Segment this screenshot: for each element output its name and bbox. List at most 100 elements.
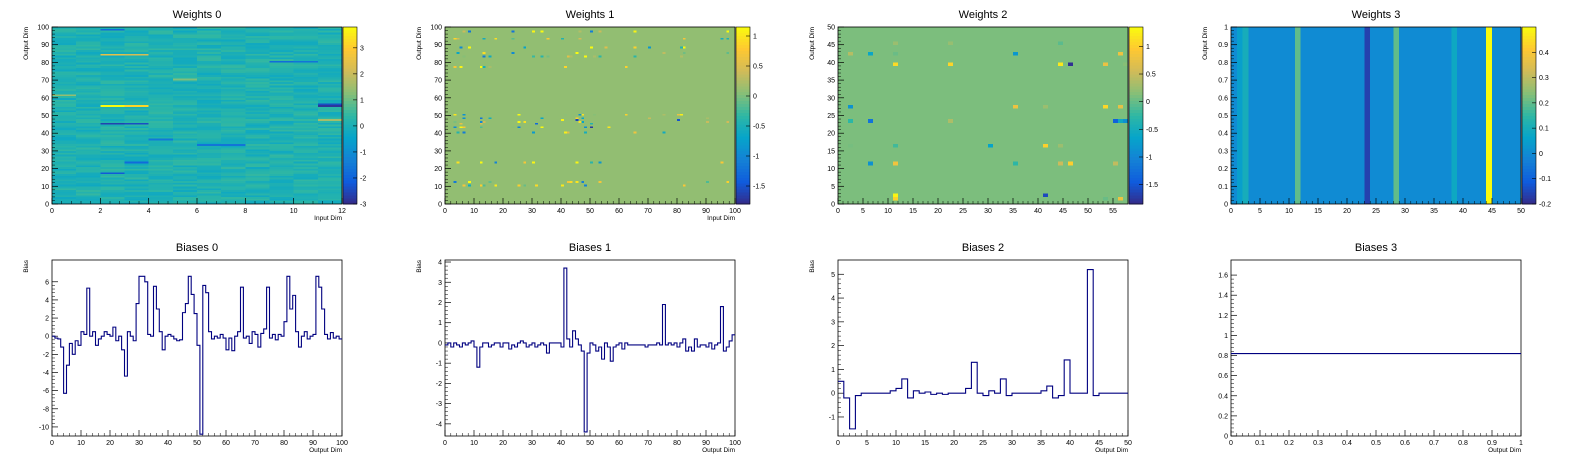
weights0-cell — [221, 193, 246, 196]
weights0-cell — [245, 136, 270, 139]
weights0-cell — [100, 106, 125, 109]
weights1-cell — [445, 87, 736, 90]
weights1-cell — [590, 122, 594, 125]
weights1-cell — [456, 113, 463, 116]
weights3-colorbar-step — [1522, 41, 1536, 45]
weights0-cell — [124, 101, 149, 104]
weights0-cell — [52, 163, 77, 166]
weights0-cell — [148, 188, 174, 191]
weights0-cell — [52, 39, 77, 42]
weights0-cell — [221, 196, 246, 199]
weights2-cell — [848, 143, 854, 148]
weights0-cell — [317, 87, 343, 90]
weights3-cell — [1451, 27, 1458, 205]
weights1-cell — [540, 30, 544, 33]
weights2-cell — [848, 119, 854, 123]
biases3-xtick-label-6: 0.6 — [1400, 440, 1410, 447]
weights1-xtick-label-5: 50 — [586, 208, 594, 215]
weights0-cell — [221, 136, 246, 139]
weights1-cell — [581, 117, 585, 120]
weights0-cell — [293, 44, 319, 47]
weights1-cell — [569, 55, 573, 58]
weights0-cell — [100, 113, 125, 116]
biases0-xtick-label-3: 30 — [135, 440, 143, 447]
weights0-cell — [197, 101, 222, 104]
biases1-xtick-label-1: 10 — [470, 440, 478, 447]
weights2-xtick-label-0: 0 — [836, 208, 840, 215]
weights0-cell — [293, 92, 319, 95]
weights1-cell — [479, 126, 483, 129]
weights0-cell — [52, 34, 77, 37]
weights1-cell — [532, 55, 536, 58]
weights0-cell — [221, 179, 246, 182]
weights0-cell — [317, 69, 343, 72]
weights2-ztick-label-3: 0 — [1146, 99, 1150, 106]
weights2-cell — [893, 143, 899, 148]
weights1-cell — [445, 42, 736, 45]
weights0-cell — [269, 67, 294, 70]
weights0-cell — [197, 37, 222, 40]
weights3-colorbar-step — [1522, 94, 1536, 99]
weights1-ytick-label-0: 0 — [438, 202, 442, 209]
weights0-cell — [172, 34, 198, 37]
biases2: Biases 20 5 10 15 20 25 30 35 40 45 50-1012345Outp… — [809, 242, 1132, 454]
weights0-cell — [148, 200, 174, 203]
weights0-cell — [148, 90, 174, 93]
weights1-cell — [445, 81, 736, 84]
weights0-cell — [148, 44, 174, 47]
weights3-colorbar-step — [1522, 91, 1536, 96]
weights1-cell — [561, 184, 565, 187]
weights0-cell — [269, 122, 294, 125]
weights0-cell — [317, 149, 343, 152]
weights0-cell — [317, 159, 343, 162]
weights0-cell — [172, 35, 198, 38]
weights0-cell — [197, 108, 222, 111]
weights1-colorbar — [736, 27, 750, 205]
weights1-cell — [566, 113, 579, 116]
biases1-ytick-label-4: 0 — [438, 340, 442, 347]
weights0-cell — [124, 147, 149, 150]
weights0-cell — [197, 189, 222, 192]
weights0-cell — [221, 32, 246, 35]
weights1-cell — [650, 46, 681, 49]
weights1-cell — [445, 28, 736, 31]
weights0-cell — [293, 90, 319, 93]
weights0-cell — [269, 53, 294, 56]
weights1-xtick-label-1: 10 — [470, 208, 478, 215]
weights0-cell — [172, 127, 198, 130]
weights2-ytick-label-8: 40 — [827, 60, 835, 67]
weights0-cell — [148, 83, 174, 86]
weights0-cell — [76, 27, 101, 29]
weights2-colorbar-step — [1129, 186, 1143, 190]
weights0-cell — [52, 71, 77, 74]
weights0-colorbar-step — [343, 121, 357, 125]
weights0-cell — [197, 67, 222, 70]
weights0-cell — [148, 147, 174, 150]
weights1-cell — [453, 180, 457, 183]
weights0-cell — [148, 99, 174, 102]
weights0-cell — [52, 138, 77, 141]
weights0-cell — [52, 200, 101, 203]
weights0-colorbar-step — [343, 29, 357, 34]
weights0-cell — [148, 131, 174, 134]
weights2-cell — [948, 41, 954, 45]
weights0-cell — [197, 136, 222, 139]
weights1-cell — [595, 55, 599, 58]
weights2-colorbar-step — [1129, 71, 1143, 75]
weights1-cell — [532, 161, 536, 164]
weights0-cell — [221, 73, 246, 75]
weights0-cell — [52, 157, 77, 160]
weights1-cell — [445, 65, 454, 68]
weights3-colorbar-step — [1522, 68, 1536, 72]
weights1-cell — [537, 122, 591, 125]
weights3-ytick-label-0: 0 — [1224, 202, 1228, 209]
weights1-cell — [679, 55, 683, 58]
weights0-cell — [148, 106, 174, 109]
weights2-ytick-label-6: 30 — [827, 95, 835, 102]
weights0-cell — [52, 195, 77, 198]
weights0-cell — [52, 103, 77, 106]
weights0-cell — [124, 81, 149, 84]
weights0-cell — [52, 196, 77, 199]
weights0-cell — [148, 87, 174, 90]
weights3-xtick-label-6: 30 — [1401, 208, 1409, 215]
